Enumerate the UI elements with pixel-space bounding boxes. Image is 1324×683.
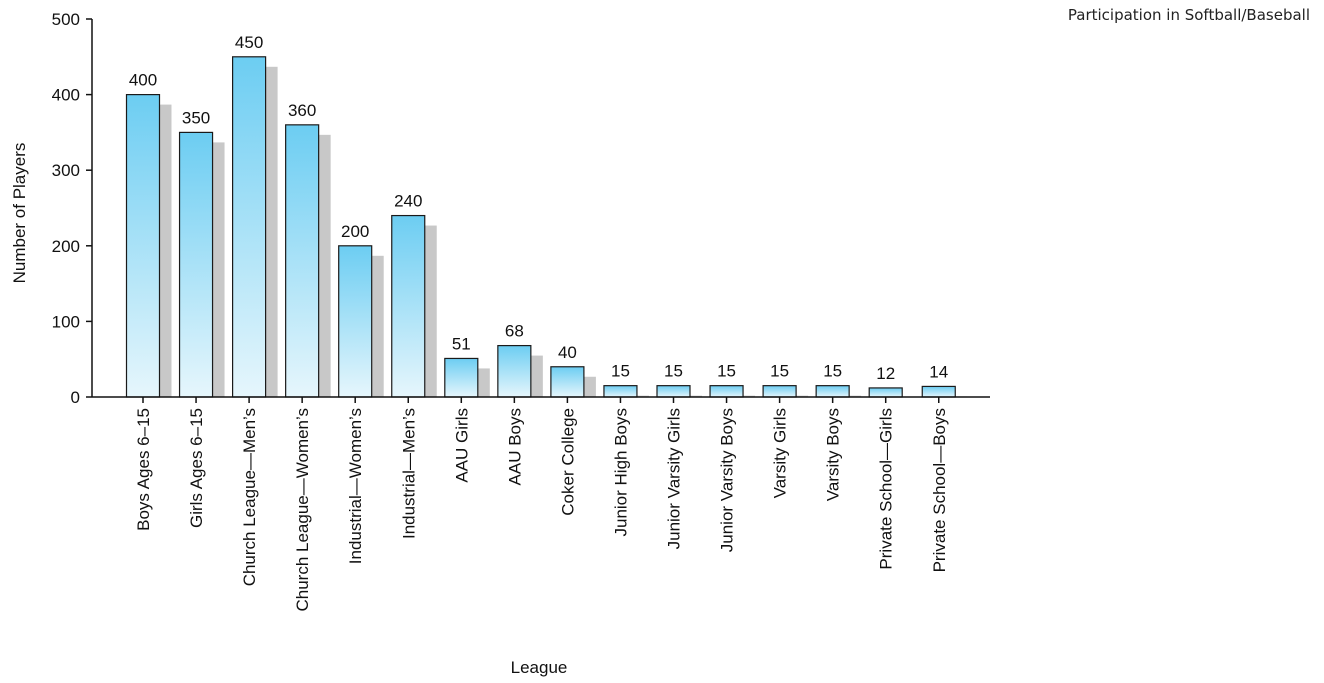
bar-value-label: 15: [664, 362, 683, 381]
x-ticks: Boys Ages 6–15 Girls Ages 6–15 Church Leag…: [134, 397, 949, 612]
bar: [125, 93, 161, 398]
bar-value-label: 450: [235, 33, 263, 52]
bar-value-label: 15: [770, 362, 789, 381]
x-tick-label: AAU Boys: [505, 408, 524, 485]
bar-value-label: 15: [717, 362, 736, 381]
x-tick-label: Varsity Boys: [824, 408, 843, 501]
bar-value-label: 51: [452, 334, 471, 353]
x-tick-label: Industrial—Women’s: [346, 408, 365, 564]
bar-value-label: 12: [876, 364, 895, 383]
y-tick-label: 300: [52, 161, 80, 180]
bar-value-label: 240: [394, 192, 422, 211]
value-labels: 400 350 450 360 200 240 51 68 40 15 15 15 15 15 12 14: [129, 33, 948, 383]
x-tick-label: Girls Ages 6–15: [187, 408, 206, 528]
bar: [391, 214, 426, 398]
y-axis-title: Number of Players: [10, 143, 29, 284]
bar: [762, 385, 797, 398]
y-tick-label: 200: [52, 237, 80, 256]
bar-value-label: 15: [823, 362, 842, 381]
x-tick-label: Church League—Women’s: [293, 408, 312, 612]
bar: [815, 385, 850, 398]
bar: [444, 357, 479, 398]
bar: [232, 56, 267, 398]
x-tick-label: Varsity Girls: [771, 408, 790, 498]
y-tick-label: 0: [71, 388, 80, 407]
bar-value-label: 350: [182, 108, 210, 127]
bar: [603, 385, 638, 398]
bar-value-label: 68: [505, 322, 524, 341]
bar: [868, 387, 903, 398]
axes: [91, 19, 990, 398]
x-tick-label: Church League—Men’s: [240, 408, 259, 586]
chart-title: Participation in Softball/Baseball: [1067, 6, 1310, 24]
x-tick-label: Private School—Girls: [877, 408, 896, 570]
y-ticks: 0 100 200 300 400 500: [52, 10, 92, 407]
bar: [285, 124, 320, 398]
bar-value-label: 40: [558, 343, 577, 362]
bar: [178, 131, 214, 398]
bar: [338, 245, 373, 398]
bar: [709, 385, 744, 398]
x-tick-label: Junior Varsity Boys: [718, 408, 737, 552]
bar-value-label: 15: [611, 362, 630, 381]
x-tick-label: Industrial—Men’s: [399, 408, 418, 539]
x-tick-label: Junior High Boys: [611, 408, 630, 537]
bar: [656, 385, 691, 398]
bar-value-label: 200: [341, 222, 369, 241]
y-tick-label: 100: [52, 312, 80, 331]
x-tick-label: AAU Girls: [452, 408, 471, 483]
x-tick-label: Boys Ages 6–15: [134, 408, 153, 531]
bars: [125, 56, 956, 398]
x-axis-title: League: [511, 658, 568, 677]
x-tick-label: Junior Varsity Girls: [665, 408, 684, 549]
bar: [497, 344, 532, 398]
y-tick-label: 500: [52, 10, 80, 29]
bar-value-label: 360: [288, 101, 316, 120]
bar-value-label: 400: [129, 71, 157, 90]
y-tick-label: 400: [52, 86, 80, 105]
bar: [921, 385, 956, 398]
x-tick-label: Private School—Boys: [930, 408, 949, 572]
bar: [550, 366, 585, 398]
bar-value-label: 14: [929, 362, 948, 381]
x-tick-label: Coker College: [558, 408, 577, 516]
